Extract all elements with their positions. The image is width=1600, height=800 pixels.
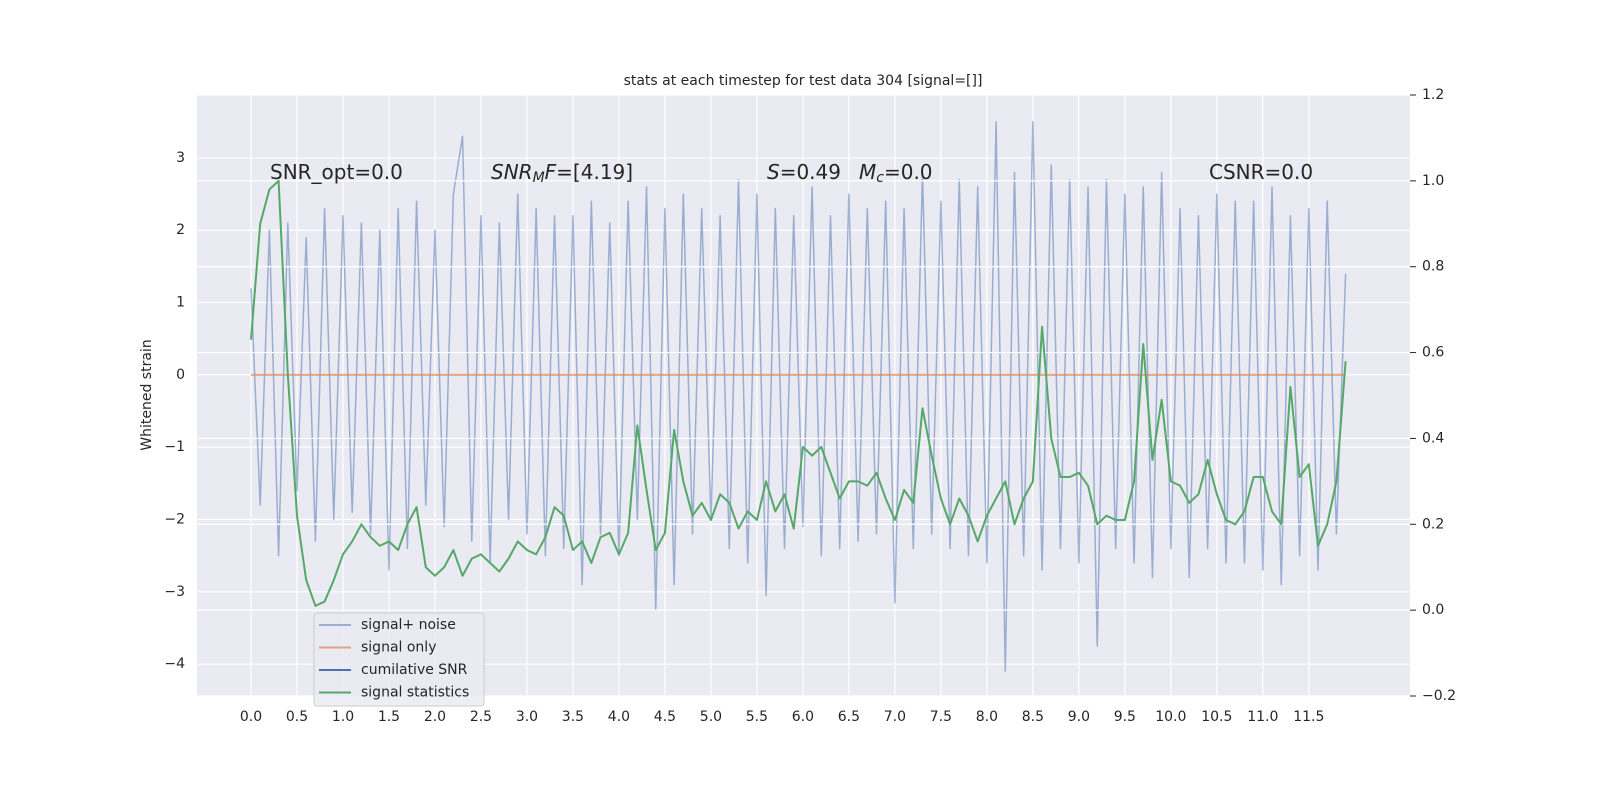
x-tick-label: 9.5 (1114, 709, 1136, 725)
y-tick-label: −1 (164, 439, 185, 455)
legend-label: signal only (361, 640, 436, 656)
annotation-part: S (767, 160, 780, 184)
y2-tick-label: 0.6 (1422, 345, 1444, 361)
x-tick-label: 0.5 (286, 709, 308, 725)
x-tick-label: 3.0 (516, 709, 538, 725)
series-line (250, 121, 1347, 673)
annotation: SNR_opt=0.0 (270, 160, 403, 184)
chart-title: stats at each timestep for test data 304… (624, 73, 983, 89)
legend-box (313, 612, 485, 707)
y2-tick-label: −0.2 (1422, 688, 1456, 704)
annotation-part: =0.49 (780, 160, 841, 184)
x-tick-label: 9.0 (1068, 709, 1090, 725)
annotation: SNRMF=[4.19] (491, 160, 633, 187)
y2-tick-label: 0.2 (1422, 516, 1444, 532)
x-tick-label: 6.5 (838, 709, 860, 725)
x-tick-label: 1.5 (378, 709, 400, 725)
annotation-part: c (876, 170, 884, 186)
series-line (249, 179, 1347, 607)
legend-label: cumilative SNR (361, 662, 468, 678)
annotation: Mc=0.0 (859, 160, 933, 187)
x-tick-label: 3.5 (562, 709, 584, 725)
annotation-part: SNR (491, 160, 533, 184)
y-axis-label: Whitened strain (139, 339, 155, 450)
y2-tick-label: 1.0 (1422, 173, 1444, 189)
y-tick-label: −2 (164, 512, 185, 528)
annotation: CSNR=0.0 (1209, 160, 1313, 184)
annotation: S=0.49 (767, 160, 841, 184)
y-tick-label: −4 (164, 656, 185, 672)
annotation-part: =0.0 (884, 160, 933, 184)
x-tick-label: 7.0 (884, 709, 906, 725)
x-tick-label: 8.0 (976, 709, 998, 725)
x-tick-label: 10.0 (1155, 709, 1186, 725)
x-tick-label: 10.5 (1201, 709, 1232, 725)
x-tick-label: 6.0 (792, 709, 814, 725)
x-tick-label: 11.5 (1293, 709, 1324, 725)
y2-tick-label: 0.8 (1422, 259, 1444, 275)
annotation-part: M (859, 160, 876, 184)
x-tick-label: 0.0 (240, 709, 262, 725)
x-tick-label: 4.0 (608, 709, 630, 725)
x-tick-label: 4.5 (654, 709, 676, 725)
y-tick-label: −3 (164, 584, 185, 600)
annotation-part: SNR_opt=0.0 (270, 160, 403, 184)
x-tick-label: 1.0 (332, 709, 354, 725)
x-tick-label: 8.5 (1022, 709, 1044, 725)
x-tick-label: 5.5 (746, 709, 768, 725)
y-tick-label: 3 (176, 150, 185, 166)
y-tick-label: 1 (176, 295, 185, 311)
x-tick-label: 2.0 (424, 709, 446, 725)
annotation-part: CSNR=0.0 (1209, 160, 1313, 184)
legend-label: signal+ noise (361, 617, 456, 633)
annotation-part: F (545, 160, 557, 184)
x-tick-label: 5.0 (700, 709, 722, 725)
legend-label: signal statistics (361, 685, 469, 701)
y-tick-label: 0 (176, 367, 185, 383)
y2-tick-label: 1.2 (1422, 87, 1444, 103)
annotation-part: =[4.19] (556, 160, 633, 184)
x-tick-label: 7.5 (930, 709, 952, 725)
x-tick-label: 11.0 (1247, 709, 1278, 725)
annotation-part: M (533, 170, 545, 186)
x-tick-label: 2.5 (470, 709, 492, 725)
y-tick-label: 2 (176, 222, 185, 238)
y2-tick-label: 0.4 (1422, 430, 1444, 446)
y2-tick-label: 0.0 (1422, 602, 1444, 618)
